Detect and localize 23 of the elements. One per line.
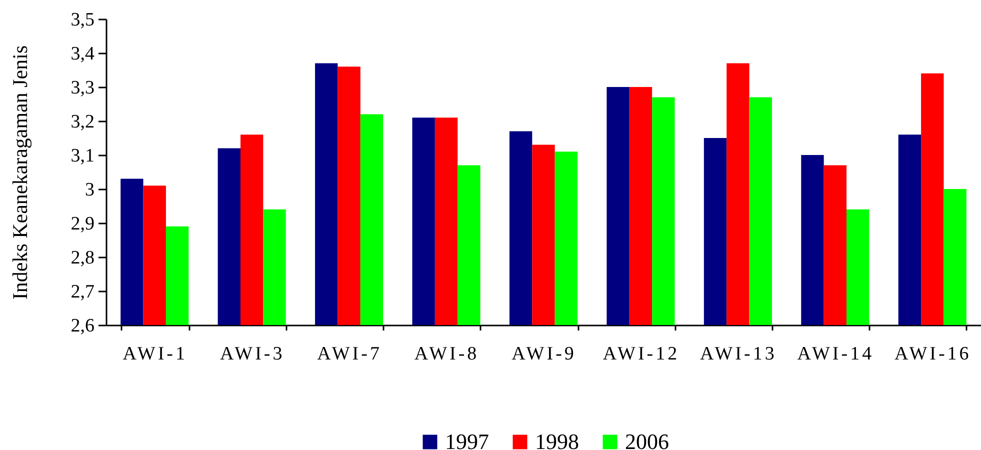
y-tick-label: 3 [85, 180, 94, 200]
y-tick-label: 2,9 [70, 214, 94, 234]
y-tick-label: 3,3 [70, 78, 94, 98]
legend-label: 1998 [535, 429, 579, 450]
x-tick-label: AWI-12 [602, 344, 680, 364]
x-tick-label: AWI-14 [797, 344, 874, 364]
legend-label: 1997 [445, 429, 489, 450]
x-tick-label: AWI-9 [512, 344, 576, 364]
x-tick-label: AWI-3 [220, 344, 285, 364]
y-tick-label: 2,6 [70, 316, 94, 336]
x-tick-label: AWI-13 [700, 344, 777, 364]
x-tick-label: AWI-8 [414, 344, 480, 364]
legend-label: 2006 [625, 429, 669, 450]
y-tick-label: 3,5 [70, 10, 94, 30]
x-tick-label: AWI-16 [894, 344, 972, 364]
y-tick-label: 3,1 [70, 146, 94, 166]
y-tick-label: 3,4 [70, 44, 95, 64]
x-tick-label: AWI-7 [317, 344, 382, 364]
x-tick-label: AWI-1 [122, 344, 188, 364]
y-tick-label: 2,8 [70, 248, 94, 268]
y-tick-label: 3,2 [70, 112, 94, 132]
y-axis-title: Indeks Keanekaragaman Jenis [8, 45, 32, 300]
y-tick-label: 2,7 [70, 282, 94, 302]
